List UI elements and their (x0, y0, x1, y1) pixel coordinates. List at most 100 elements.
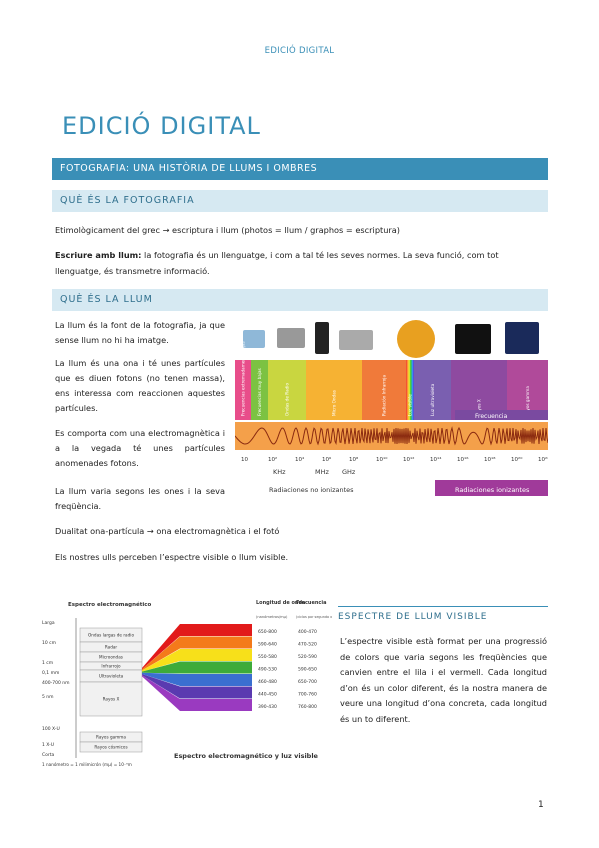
frequency-arrow (455, 410, 548, 420)
table-cell: 390-430 (258, 704, 277, 710)
band (235, 360, 251, 420)
icon (315, 322, 329, 354)
band-label: Luz ultravioleta (430, 383, 435, 416)
col1-unit: (nanómetros/mμ) (256, 615, 288, 619)
figure-caption: Espectro electromagnético y luz visible (174, 752, 319, 760)
scale-label: 10¹⁴ (430, 456, 442, 463)
table-cell: 590-640 (258, 642, 277, 648)
icon (339, 330, 373, 350)
color-ray (142, 661, 252, 674)
section-heading: QUÈ ÉS LA FOTOGRAFIA (52, 190, 548, 212)
scale-label: 10¹² (403, 456, 414, 463)
scale-label: 10² (268, 456, 277, 463)
band-label: Radiación Infrarroja (382, 375, 387, 416)
icon (505, 322, 539, 354)
non-ionizing-label: Radiaciones no ionizantes (269, 486, 354, 494)
table-cell: 520-590 (298, 654, 317, 660)
color-ray (142, 674, 252, 699)
table-cell: 760-800 (298, 704, 317, 710)
section-heading: ESPECTRE DE LLUM VISIBLE (338, 606, 548, 622)
band-label: Ondas de Radio (285, 383, 290, 416)
color-ray (142, 675, 252, 711)
section-heading: QUÈ ÉS LA LLUM (52, 289, 548, 311)
scale-label: 10 cm (42, 640, 56, 646)
band-box-label: Microondas (99, 655, 123, 660)
running-header: EDICIÓ DIGITAL (264, 46, 335, 56)
paragraph: Dualitat ona-partícula → ona electromagn… (55, 526, 280, 536)
col2-header: Frecuencia (296, 600, 326, 606)
paragraph: Es comporta com una electromagnètica i a… (55, 428, 225, 468)
color-ray (142, 672, 252, 686)
band-box-label: Ultravioleta (99, 674, 124, 679)
frequency-label: Frecuencia (475, 413, 508, 420)
paragraph: La llum és una ona i té unes partícules … (55, 358, 225, 413)
bold-lead: Escriure amb llum: (55, 250, 142, 260)
band-label: Frecuencias muy bajas (257, 368, 262, 416)
paragraph: L’espectre visible està format per una p… (340, 636, 547, 724)
chapter-banner: FOTOGRAFIA: UNA HISTÒRIA DE LLUMS I OMBR… (52, 158, 548, 180)
band (414, 360, 451, 420)
band (406, 360, 414, 420)
band-box-label: Infrarrojo (101, 664, 121, 669)
scale-label: 10²⁰ (511, 456, 523, 463)
scale-label: 100 X-U (42, 726, 60, 732)
icon (277, 328, 305, 348)
band-box-label: Rayos X (103, 697, 120, 702)
scale-label: 10⁶ (322, 456, 332, 463)
text: la fotografia és un llenguatge, i com a … (55, 250, 499, 276)
ionizing-bg (435, 480, 548, 496)
scale-label: 10¹⁸ (484, 456, 496, 463)
band-label: Rayos gamma (525, 386, 530, 416)
visible-spectrum-figure: Espectro electromagnético Larga 10 cm 1 cm 0… (42, 600, 332, 767)
unit-label: GHz (342, 468, 356, 476)
band-label: Luz visible (408, 394, 413, 416)
table-cell: 650-700 (298, 679, 317, 685)
scale-label: 1 cm (42, 660, 53, 666)
col1-header: Longitud de onda (256, 600, 305, 606)
scale-label: 0,1 mm (42, 670, 59, 676)
band-label: Rayos X (477, 399, 482, 416)
scale-label: 10²² (538, 456, 548, 463)
band-box-label: Ondas largas de radio (88, 633, 134, 638)
scale-label: 10 (241, 457, 248, 463)
paragraph: Escriure amb llum: la fotografia és un l… (55, 247, 547, 279)
band (251, 360, 268, 420)
figure-title: Espectro electromagnético (68, 601, 152, 608)
page-number: 1 (538, 800, 544, 810)
band-box (79, 681, 143, 717)
ionizing-label: Radiaciones ionizantes (455, 486, 530, 494)
band-box (79, 741, 143, 753)
table-cell: 590-650 (298, 667, 317, 673)
color-ray (142, 649, 252, 672)
table-cell: 400-470 (298, 629, 317, 635)
unit-label: KHz (273, 468, 286, 476)
table-cell: 460-480 (258, 679, 277, 685)
band (362, 360, 406, 420)
icon (243, 330, 265, 348)
table-cell: 470-520 (298, 642, 317, 648)
band-box-label: Rayos cósmicos (94, 745, 127, 750)
table-cell: 490-530 (258, 667, 277, 673)
scale-label: 10⁴ (295, 456, 305, 463)
color-ray (142, 624, 252, 670)
icon (397, 320, 435, 358)
band-box-label: Rayos gamma (96, 735, 126, 740)
table-cell: 650-800 (258, 629, 277, 635)
scale-label: Larga (42, 620, 55, 626)
band-box-label: Radar (105, 645, 118, 650)
table-cell: 550-580 (258, 654, 277, 660)
footnote: 1 nanómetro = 1 milimicrón (mμ) = 10⁻⁹m (42, 762, 132, 767)
scale-label: 1 X-U (42, 742, 54, 748)
band (306, 360, 362, 420)
scale-label: 400-700 nm (42, 680, 69, 686)
paragraph: La llum varia segons les ones i la seva … (55, 486, 225, 511)
band-label: Frecuencias extremadamente bajas (241, 341, 246, 416)
wave (235, 426, 548, 446)
icon (455, 324, 491, 354)
col2-unit: (ciclos por segundo x 10¹²) (296, 615, 332, 619)
title: EDICIÓ DIGITAL (62, 112, 261, 140)
scale-label: 10¹⁰ (376, 456, 388, 463)
unit-label: MHz (315, 468, 329, 476)
